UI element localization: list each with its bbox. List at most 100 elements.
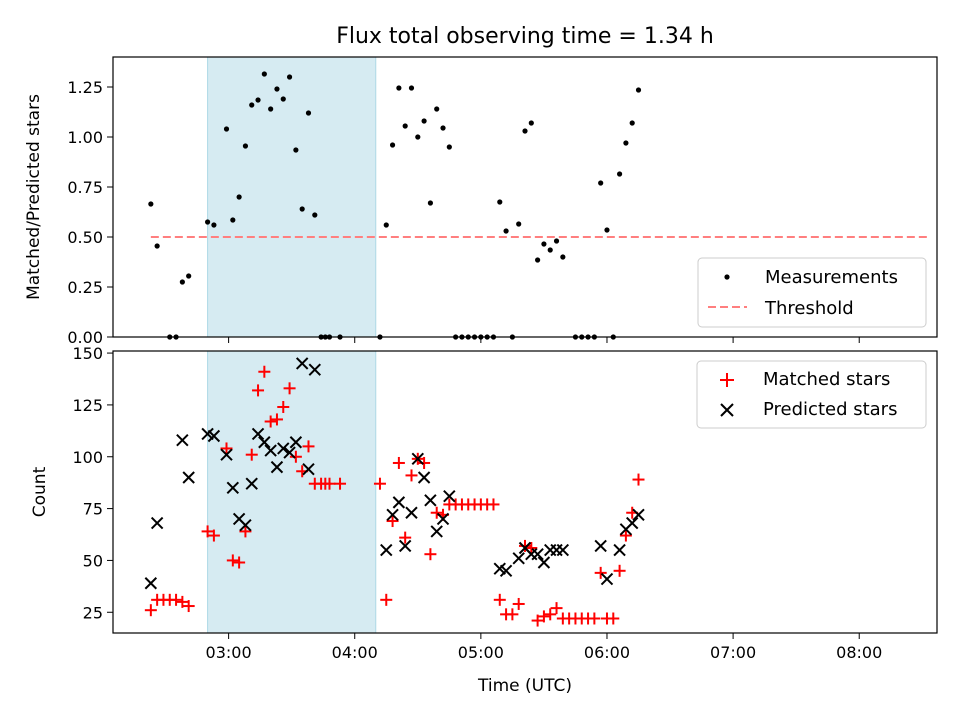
predicted-star-marker xyxy=(277,442,290,455)
measurement-point xyxy=(415,134,421,140)
predicted-marker-b xyxy=(270,460,284,474)
matched-star-marker xyxy=(544,608,557,621)
y-tick-label: 125 xyxy=(72,396,103,415)
predicted-star-marker xyxy=(302,462,315,476)
predicted-star-marker xyxy=(443,489,456,503)
predicted-marker-b xyxy=(182,471,195,484)
matched-star-marker xyxy=(430,506,443,519)
predicted-marker-b xyxy=(594,539,607,553)
predicted-star-marker xyxy=(308,363,322,376)
predicted-marker-b xyxy=(600,572,614,586)
measurement-point xyxy=(402,123,408,129)
predicted-marker-b xyxy=(386,508,399,522)
predicted-marker-b xyxy=(251,427,265,441)
x-tick-label: 05:00 xyxy=(458,643,504,662)
predicted-marker-b xyxy=(625,516,639,530)
predicted-stars-series xyxy=(144,357,645,590)
measurement-point xyxy=(255,97,261,103)
measurement-point xyxy=(280,96,286,102)
measurement-point xyxy=(560,254,566,260)
predicted-star-marker xyxy=(424,494,437,507)
measurement-point xyxy=(268,106,274,112)
y-tick-label: 0.00 xyxy=(67,328,103,347)
matched-star-marker xyxy=(512,597,525,610)
predicted-marker-b xyxy=(531,547,544,561)
measurement-point xyxy=(204,219,211,225)
matched-star-marker xyxy=(525,541,538,554)
predicted-marker-b xyxy=(499,564,513,578)
predicted-star-marker xyxy=(398,539,412,553)
predicted-star-marker xyxy=(512,552,525,565)
measurement-point xyxy=(249,102,255,108)
count-legend: Matched stars Predicted stars xyxy=(696,360,927,429)
measurement-point xyxy=(242,143,249,149)
predicted-marker-b xyxy=(295,357,309,370)
matched-star-marker xyxy=(201,525,214,538)
predicted-star-marker xyxy=(264,444,277,457)
matched-star-marker xyxy=(588,612,601,625)
matched-star-marker xyxy=(405,469,418,482)
predicted-marker-b xyxy=(430,525,443,538)
legend-predicted-label: Predicted stars xyxy=(763,399,897,420)
predicted-marker-b xyxy=(232,512,246,526)
y-tick-label: 0.75 xyxy=(67,178,103,197)
legend-threshold-label: Threshold xyxy=(764,298,854,319)
predicted-star-marker xyxy=(417,471,431,484)
predicted-marker-b xyxy=(245,477,258,490)
predicted-marker-b xyxy=(405,506,418,519)
x-tick-label: 06:00 xyxy=(584,643,630,662)
measurement-point xyxy=(179,279,185,285)
measurement-point xyxy=(293,147,299,153)
predicted-marker-b xyxy=(226,481,240,495)
measurement-point xyxy=(389,142,396,148)
predicted-star-marker xyxy=(436,512,450,526)
matched-star-marker xyxy=(233,556,246,569)
measurement-point xyxy=(497,199,503,205)
measurement-point xyxy=(396,85,402,91)
ratio-panel-y-ticks: 0.00 0.25 0.50 0.75 1.00 1.25 xyxy=(67,78,113,347)
matched-star-marker xyxy=(550,602,563,615)
predicted-star-marker xyxy=(270,460,284,474)
matched-star-marker xyxy=(594,566,607,579)
matched-star-marker xyxy=(380,593,393,606)
measurement-point xyxy=(528,120,534,126)
matched-star-marker xyxy=(334,477,347,490)
x-tick-label: 07:00 xyxy=(710,643,756,662)
count-panel-frame xyxy=(112,350,938,634)
matched-star-marker xyxy=(418,456,431,469)
matched-star-marker xyxy=(519,539,531,552)
measurement-point xyxy=(541,241,547,247)
matched-star-marker xyxy=(619,529,632,542)
predicted-star-marker xyxy=(556,543,570,557)
predicted-marker-b xyxy=(289,436,303,449)
measurement-point xyxy=(421,118,427,124)
predicted-star-marker xyxy=(613,543,626,557)
matched-star-marker xyxy=(207,529,220,542)
predicted-star-marker xyxy=(632,508,645,522)
predicted-star-marker xyxy=(258,436,271,449)
count-panel: 03:00 04:00 05:00 06:00 07:00 08:00 25 50 75 100… xyxy=(30,344,938,696)
matched-star-marker xyxy=(607,612,620,625)
matched-star-marker xyxy=(531,614,544,627)
measurement-point xyxy=(635,87,642,93)
measurement-point xyxy=(286,74,293,80)
x-tick-label: 04:00 xyxy=(332,643,378,662)
measurement-point xyxy=(261,71,267,77)
matched-star-marker xyxy=(613,564,626,577)
y-tick-label: 0.50 xyxy=(67,228,103,247)
observing-span-rect xyxy=(207,350,377,634)
measurement-point xyxy=(604,227,610,233)
predicted-marker-b xyxy=(258,436,271,449)
predicted-marker-b xyxy=(302,462,315,476)
matched-star-marker xyxy=(258,365,271,378)
matched-star-marker xyxy=(487,498,500,511)
y-tick-label: 100 xyxy=(72,448,103,467)
predicted-marker-b xyxy=(239,518,252,532)
matched-star-marker xyxy=(239,525,252,538)
predicted-marker-b xyxy=(556,543,570,557)
predicted-marker-b xyxy=(512,552,525,565)
matched-star-marker xyxy=(289,450,302,463)
predicted-star-marker xyxy=(289,436,303,449)
measurement-point xyxy=(312,212,318,218)
observing-time-span-top xyxy=(207,56,377,338)
